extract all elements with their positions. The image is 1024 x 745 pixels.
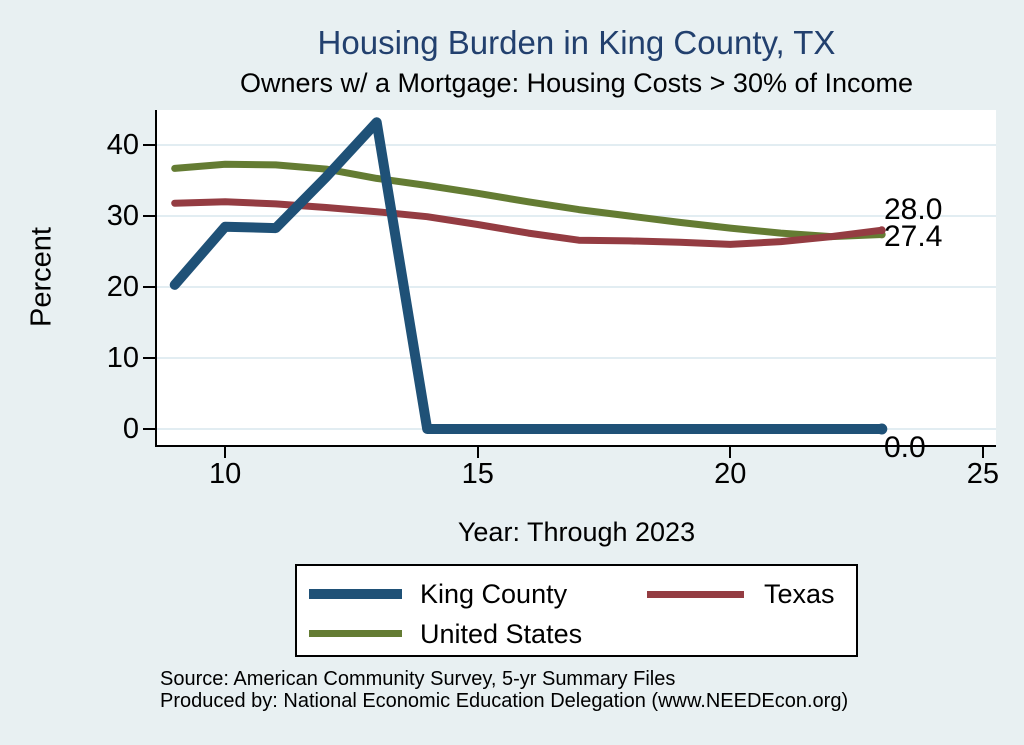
legend-label-king-county: King County [420,579,568,609]
series-line-united-states [171,160,886,241]
y-tick-label: 20 [106,271,139,303]
y-tick-label: 40 [106,129,139,161]
y-tick [143,144,155,146]
x-tick-label: 15 [461,458,494,490]
source-line-1: Source: American Community Survey, 5-yr … [160,668,676,690]
x-tick [729,447,732,458]
legend-swatch-king-county [309,589,402,599]
legend-swatch-united-states [309,630,402,637]
chart-title: Housing Burden in King County, TX [317,24,836,61]
end-label-king-county: 0.0 [884,431,926,464]
y-tick [143,428,155,431]
y-tick [143,215,155,217]
x-tick [224,447,227,458]
end-label-united-states: 27.4 [884,220,943,253]
y-tick [143,357,155,360]
series-endpoint-texas [877,226,886,235]
x-tick [981,447,984,458]
legend-label-united-states: United States [420,619,583,649]
y-tick [143,286,155,288]
end-label-texas: 28.0 [884,193,943,226]
x-axis-title: Year: Through 2023 [457,517,696,547]
plot-area [155,110,996,447]
chart-subtitle: Owners w/ a Mortgage: Housing Costs > 30… [239,68,914,98]
source-note: Source: American Community Survey, 5-yr … [160,668,848,712]
x-tick-label: 20 [714,458,747,490]
y-tick-label: 0 [122,413,139,446]
y-tick-label: 30 [106,200,139,232]
legend-swatch-texas [647,591,744,598]
y-axis-title: Percent [25,227,58,327]
x-tick [476,447,479,458]
plot-canvas [157,117,996,435]
x-tick-label: 10 [209,458,242,490]
series-endpoint-king-county [876,423,888,435]
series-line-king-county [169,117,887,434]
x-tick-label: 25 [966,458,999,490]
legend-label-texas: Texas [764,579,835,609]
source-line-2: Produced by: National Economic Education… [160,690,849,712]
y-tick-label: 10 [106,342,139,375]
legend: King County Texas United States [295,564,858,657]
